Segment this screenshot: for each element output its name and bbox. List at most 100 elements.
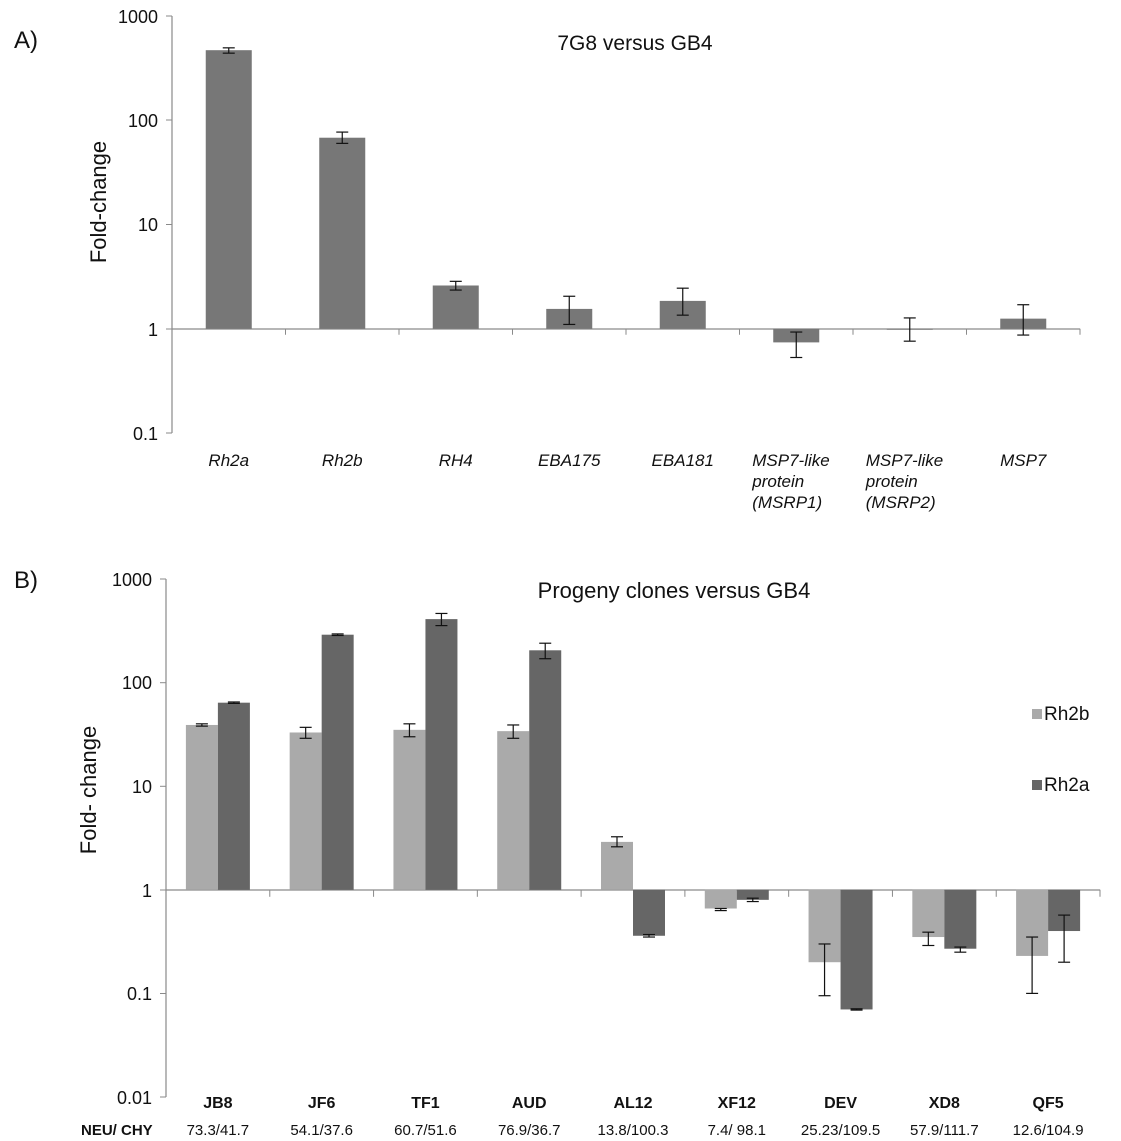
- panel-b-error-bar-rh2a: [539, 642, 552, 660]
- panel-b-neu-chy-value: 54.1/37.6: [290, 1122, 353, 1139]
- panel-b-error-bar-rh2a: [746, 897, 759, 903]
- panel-b-category-label: XD8: [929, 1095, 960, 1112]
- panel-b-bar-rh2a: [529, 650, 562, 890]
- panel-a-bar: [432, 285, 479, 329]
- panel-b-neu-chy-value: 60.7/51.6: [394, 1122, 457, 1139]
- panel-b-bar-rh2b: [601, 841, 633, 890]
- panel-b-category-label: DEV: [824, 1095, 857, 1112]
- panel-b-bar-rh2a: [321, 634, 354, 890]
- panel-b-category-ticks: [165, 889, 1101, 897]
- panel-b-ytick-label: 0.01: [117, 1088, 152, 1108]
- panel-b: B) Progeny clones versus GB4 Fold- chang…: [14, 567, 1101, 1139]
- panel-b-neu-chy-value: 73.3/41.7: [187, 1122, 250, 1139]
- panel-b-bar-rh2b: [704, 889, 737, 909]
- panel-b-bar-rh2b: [497, 731, 530, 890]
- panel-a-error-bar: [790, 331, 803, 359]
- panel-a-ytick-label: 0.1: [133, 424, 158, 444]
- panel-a-category-label: MSP7: [1000, 451, 1047, 470]
- panel-b-error-bar-rh2a: [435, 612, 448, 627]
- panel-b-ytick-label: 10: [132, 777, 152, 797]
- panel-b-ytick-label: 100: [122, 673, 152, 693]
- panel-b-neu-chy-value: 13.8/100.3: [598, 1122, 669, 1139]
- panel-b-neu-chy-value: 25.23/109.5: [801, 1122, 880, 1139]
- panel-a-category-label-line: Rh2b: [322, 451, 363, 470]
- panel-b-category-label: JB8: [203, 1095, 232, 1112]
- panel-a-category-label: MSP7-like protein (MSRP1): [751, 451, 829, 512]
- panel-b-error-bar-rh2b: [507, 724, 520, 739]
- panel-a-category-label: MSP7-like protein (MSRP2): [865, 451, 943, 512]
- legend-label-rh2a: Rh2a: [1044, 775, 1090, 796]
- panel-b-error-bar-rh2b: [922, 931, 935, 947]
- panel-b-bar-rh2a: [944, 889, 977, 949]
- panel-a-ytick-label: 10: [138, 215, 158, 235]
- panel-a-y-axis-label: Fold-change: [86, 141, 111, 263]
- panel-a-category-ticks: [171, 328, 1081, 335]
- panel-a-category-label-line: Rh2a: [208, 451, 249, 470]
- panel-a-category-label: EBA175: [538, 451, 601, 470]
- panel-b-category-label: AL12: [613, 1095, 652, 1112]
- panel-a-category-label: RH4: [439, 451, 473, 470]
- panel-b-neu-chy-row: NEU/ CHY 73.3/41.7 54.1/37.6 60.7/51.6 76.9…: [81, 1122, 1084, 1139]
- panel-b-bar-rh2a: [736, 889, 769, 900]
- panel-a-error-bars: [222, 47, 1030, 359]
- panel-a-error-bar: [449, 280, 462, 291]
- panel-a-bar: [319, 137, 366, 329]
- panel-a-error-bar: [222, 47, 235, 54]
- panel-a-category-label-line: protein: [751, 472, 804, 491]
- panel-b-error-bar-rh2b: [714, 907, 727, 912]
- neu-chy-row-label: NEU/ CHY: [81, 1122, 153, 1139]
- panel-b-error-bar-rh2b: [299, 726, 312, 739]
- legend-swatch-rh2b: [1032, 709, 1042, 719]
- panel-b-error-bar-rh2b: [403, 723, 416, 738]
- panel-b-error-bar-rh2a: [227, 701, 240, 704]
- panel-a-category-label: EBA181: [652, 451, 714, 470]
- legend-swatch-rh2a: [1032, 780, 1042, 790]
- panel-b-y-ticks: 0.01 0.1 1 10 100 1000: [112, 570, 166, 1108]
- panel-a-category-label-line: (MSRP1): [752, 493, 822, 512]
- panel-a-category-label-line: MSP7-like: [752, 451, 829, 470]
- panel-a-category-label-line: MSP7: [1000, 451, 1047, 470]
- panel-b-bar-rh2a: [840, 889, 873, 1010]
- panel-b-ytick-label: 1000: [112, 570, 152, 590]
- panel-a-category-label: Rh2a: [208, 451, 249, 470]
- panel-b-category-label: XF12: [718, 1095, 756, 1112]
- panel-a-title: 7G8 versus GB4: [557, 32, 713, 55]
- panel-a-category-label-line: EBA181: [652, 451, 714, 470]
- panel-b-neu-chy-value: 57.9/111.7: [910, 1122, 979, 1139]
- panel-b-bar-rh2b: [393, 729, 426, 890]
- panel-b-bar-rh2a: [425, 619, 458, 890]
- panel-a-label: A): [14, 27, 38, 54]
- panel-a-error-bar: [1017, 304, 1030, 336]
- panel-b-error-bars: [195, 612, 1071, 1011]
- panel-b-category-label: AUD: [512, 1095, 547, 1112]
- panel-a-error-bar: [676, 287, 689, 316]
- panel-b-label: B): [14, 567, 38, 594]
- panel-b-error-bar-rh2b: [195, 723, 208, 727]
- panel-a-y-ticks: 0.1 1 10 100 1000: [118, 7, 172, 444]
- panel-b-category-label: JF6: [308, 1095, 336, 1112]
- panel-a-bar: [205, 50, 252, 329]
- panel-a-category-label: Rh2b: [322, 451, 363, 470]
- panel-b-category-label: TF1: [411, 1095, 440, 1112]
- panel-a: A) 7G8 versus GB4 Fold-change 0.1 1 10 1…: [14, 7, 1081, 512]
- panel-a-error-bar: [336, 131, 349, 144]
- panel-b-error-bar-rh2a: [643, 933, 655, 938]
- panel-b-bar-rh2a: [633, 889, 665, 936]
- panel-a-error-bar: [903, 317, 916, 342]
- panel-b-bars: [185, 619, 1081, 1010]
- legend-label-rh2b: Rh2b: [1044, 704, 1089, 725]
- panel-a-category-label-line: MSP7-like: [866, 451, 943, 470]
- panel-a-category-label-line: (MSRP2): [866, 493, 936, 512]
- panel-a-category-label-line: EBA175: [538, 451, 601, 470]
- panel-b-neu-chy-value: 76.9/36.7: [498, 1122, 561, 1139]
- panel-b-bar-rh2b: [289, 732, 322, 890]
- panel-b-category-labels: JB8 JF6 TF1 AUD AL12 XF12 DEV XD8 QF5: [203, 1095, 1064, 1112]
- panel-b-bar-rh2b: [912, 889, 945, 938]
- panel-b-bar-rh2b: [185, 724, 218, 890]
- panel-b-y-axis-label: Fold- change: [76, 726, 101, 854]
- panel-a-error-bar: [563, 295, 576, 326]
- panel-a-ytick-label: 1: [148, 320, 158, 340]
- panel-b-error-bar-rh2a: [1058, 914, 1071, 963]
- panel-b-legend: Rh2b Rh2a: [1032, 704, 1090, 796]
